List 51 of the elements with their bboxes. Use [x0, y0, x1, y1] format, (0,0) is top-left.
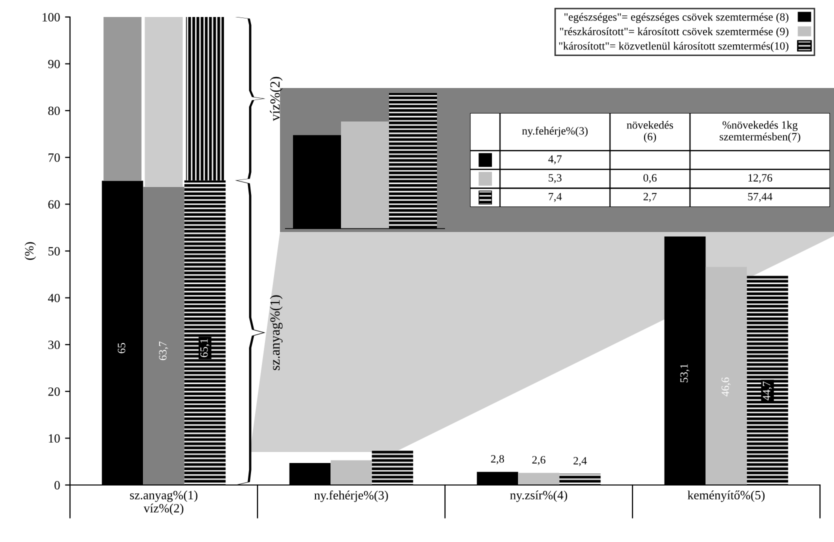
- y-tick-label: 70: [48, 153, 60, 162]
- annotation: 0,6: [643, 174, 657, 184]
- annotation: 5,3: [548, 174, 562, 184]
- y-tick-label: 10: [48, 434, 60, 443]
- data-label: 2,6: [532, 456, 546, 466]
- annotation: ny.fehérje%(3): [522, 126, 588, 137]
- legend-label: "részkárosított"= károsított csövek szemtermése (9): [560, 27, 788, 38]
- y-tick-label: 100: [42, 13, 60, 22]
- annotation: 12,76: [748, 174, 772, 184]
- bar: [559, 474, 601, 485]
- data-label: 46,6: [722, 377, 731, 396]
- legend-label: "károsított"= közvetlenül károsított szemtermés(10): [559, 42, 788, 52]
- x-tick-label: sz.anyag%(1) víz%(2): [130, 490, 198, 516]
- bar: [143, 186, 184, 485]
- annotation: víz%(2): [270, 76, 283, 122]
- bar: [184, 180, 226, 485]
- x-tick-label: ny.fehérje%(3): [314, 490, 388, 502]
- data-label: 2,4: [574, 457, 587, 466]
- data-label: 2,8: [491, 455, 504, 464]
- annotation: sz.anyag%(1): [270, 295, 283, 370]
- y-tick-label: 60: [48, 200, 60, 209]
- bar: [706, 266, 747, 485]
- data-label: 65: [118, 342, 126, 354]
- annotation: 4,7: [548, 155, 562, 164]
- bar: [104, 17, 142, 181]
- y-tick-label: 80: [48, 106, 60, 116]
- y-tick-label: 30: [48, 340, 60, 350]
- data-label: 44,7: [762, 381, 772, 400]
- bar: [372, 450, 414, 485]
- y-tick-label: 0: [54, 481, 60, 490]
- annotation: növekedés (6): [626, 120, 674, 143]
- bar: [144, 17, 183, 187]
- x-tick-label: keményítő%(5): [688, 490, 765, 502]
- bar: [518, 472, 560, 485]
- x-tick-label: ny.zsír%(4): [510, 490, 568, 502]
- y-tick-label: 90: [48, 60, 60, 68]
- annotation: 57,44: [748, 192, 772, 202]
- annotation: 7,4: [548, 192, 562, 202]
- bar: [330, 460, 372, 485]
- y-tick-label: 20: [48, 387, 60, 396]
- data-label: 53,1: [680, 364, 690, 382]
- annotation: 2,7: [644, 192, 657, 202]
- bar: [746, 276, 788, 485]
- bar: [186, 17, 224, 180]
- legend-label: "egészséges"= egészséges csövek szemtermése (8): [564, 12, 788, 24]
- data-label: 63,7: [159, 341, 168, 360]
- annotation: %növekedés 1kg szemtermésben(7): [720, 120, 800, 143]
- y-axis-title: (%): [24, 242, 36, 260]
- y-tick-label: 50: [48, 247, 60, 256]
- y-tick-label: 40: [48, 294, 60, 302]
- data-label: 65,1: [200, 338, 210, 358]
